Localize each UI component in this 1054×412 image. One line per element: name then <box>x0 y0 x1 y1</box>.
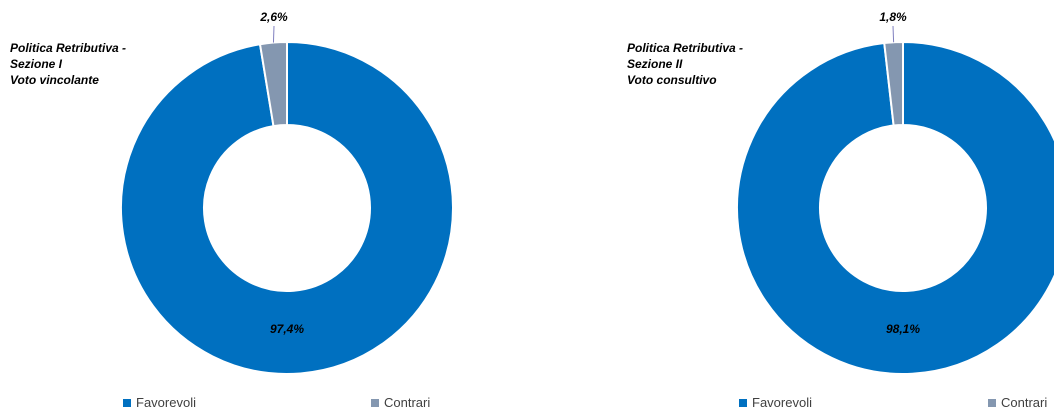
chart-2-legend-contrari: Contrari <box>988 395 1047 410</box>
chart-2-leader-line <box>892 25 895 43</box>
chart-1-data-label-contrari: 2,6% <box>259 10 288 24</box>
chart-2-title-line-2: Sezione II <box>627 57 683 71</box>
chart-2-slice-contrari <box>883 40 904 127</box>
chart-1-slice-contrari <box>258 40 288 128</box>
chart-1-title: Politica Retributiva - Sezione I Voto vi… <box>10 40 126 88</box>
legend-swatch <box>123 398 131 407</box>
chart-1-legend-favorevoli: Favorevoli <box>123 395 196 410</box>
chart-2-legend-favorevoli: Favorevoli <box>739 395 812 410</box>
chart-1-slice-favorevoli <box>120 40 454 375</box>
chart-1-leader-line <box>272 25 275 43</box>
legend-swatch <box>739 398 747 407</box>
chart-2-data-label-contrari: 1,8% <box>879 10 907 24</box>
chart-1-title-line-2: Sezione I <box>10 57 63 71</box>
legend-label: Favorevoli <box>136 395 196 410</box>
chart-2-title-line-3: Voto consultivo <box>627 73 717 87</box>
legend-label: Favorevoli <box>752 395 812 410</box>
legend-label: Contrari <box>384 395 431 410</box>
legend-label: Contrari <box>1001 395 1048 410</box>
chart-2-data-label-favorevoli: 98,1% <box>886 322 920 336</box>
chart-1-data-label-favorevoli: 97,4% <box>270 322 304 336</box>
chart-2-title: Politica Retributiva - Sezione II Voto c… <box>627 40 743 88</box>
legend-swatch <box>371 398 379 407</box>
chart-2-title-line-1: Politica Retributiva - <box>627 41 744 55</box>
chart-1-title-line-1: Politica Retributiva - <box>10 41 127 55</box>
chart-1-title-line-3: Voto vincolante <box>10 73 99 87</box>
chart-1-legend-contrari: Contrari <box>371 395 430 410</box>
legend-swatch <box>988 398 996 407</box>
chart-2-slice-favorevoli <box>736 40 1054 375</box>
